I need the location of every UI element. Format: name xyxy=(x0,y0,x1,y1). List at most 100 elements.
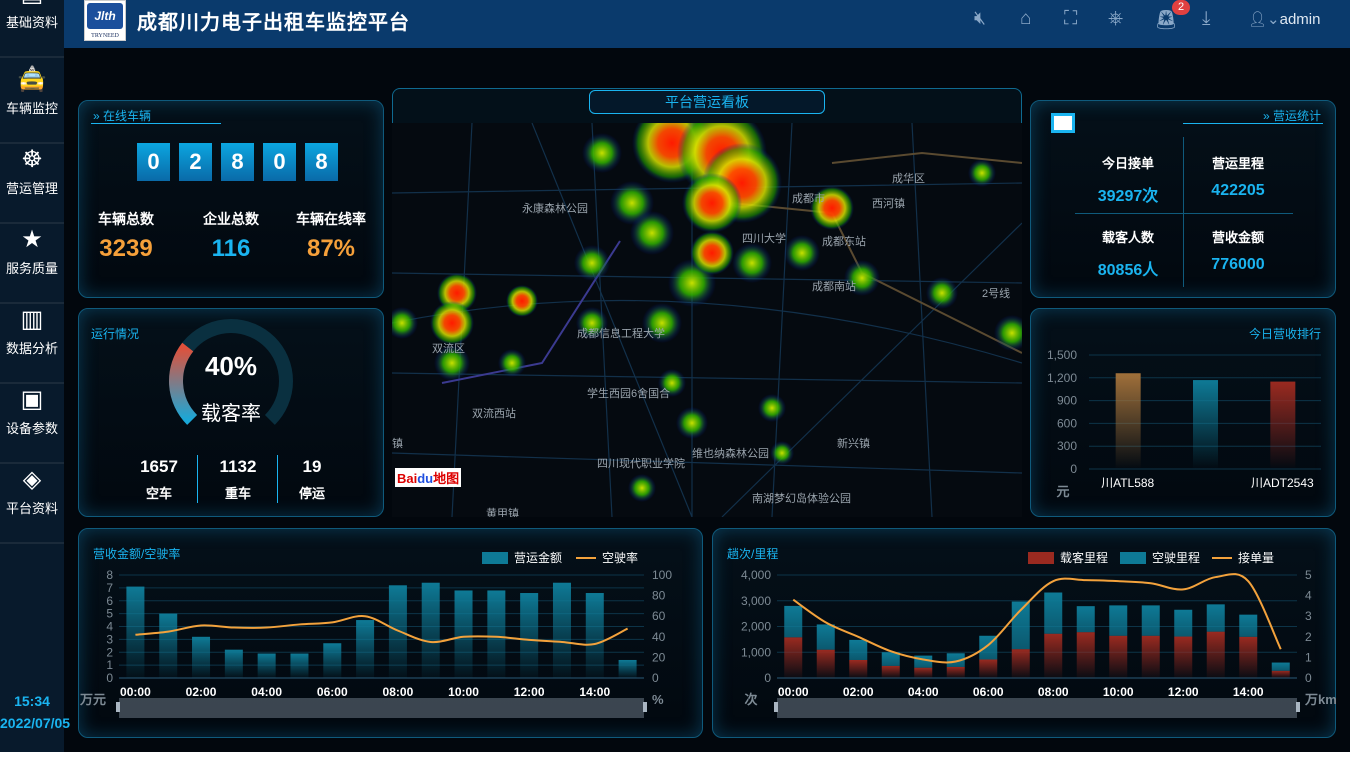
heat-spot xyxy=(810,186,854,230)
y-tick-label: 900 xyxy=(1057,394,1077,408)
x-tick-label: 02:00 xyxy=(843,685,874,699)
y2-tick-label: 3 xyxy=(1305,609,1312,623)
data-zoom-slider xyxy=(119,698,644,718)
y-tick-label: 600 xyxy=(1057,416,1077,430)
y-axis-unit: 元 xyxy=(1056,484,1069,499)
bar xyxy=(356,620,375,678)
sidebar-item-data-analysis[interactable]: ▥ 数据分析 xyxy=(0,306,64,384)
x-tick-label: 00:00 xyxy=(120,685,151,699)
clock-date: 2022/07/05 xyxy=(0,715,71,731)
online-title: 在线车辆 xyxy=(103,109,152,123)
download-icon[interactable]: ⤓ xyxy=(1202,8,1211,29)
y-tick-label: 4,000 xyxy=(741,568,771,582)
slider-handle-left xyxy=(774,702,778,712)
stat-passengers: 载客人数 80856人 xyxy=(1097,230,1159,279)
legend-swatch xyxy=(1028,551,1054,564)
heat-spot xyxy=(498,349,526,377)
y-tick-label: 2,000 xyxy=(741,620,771,634)
x-tick-label: 14:00 xyxy=(579,685,610,699)
bar xyxy=(946,653,965,667)
page-title: 成都川力电子出租车监控平台 xyxy=(137,12,410,34)
legend[interactable]: 载客里程 空驶里程 接单量 xyxy=(1028,549,1274,566)
heatmap-map[interactable]: 永康森林公园 成华区 成都市 四川大学 成都东站 西河镇 成都南站 2号线 成都信息工程大学 双流… xyxy=(392,123,1022,517)
map-label: 双流西站 xyxy=(472,408,516,420)
bar xyxy=(849,639,868,660)
stopped-vehicles: 19 停运 xyxy=(298,457,325,501)
bar xyxy=(979,659,998,678)
bar xyxy=(816,624,835,650)
y-tick-label: 0 xyxy=(106,671,113,685)
baidu-map-logo: Baidu地图 xyxy=(395,468,462,487)
bar xyxy=(1271,662,1290,671)
x-tick-label: 08:00 xyxy=(383,685,414,699)
x-tick-label: 06:00 xyxy=(973,685,1004,699)
map-label: 镇 xyxy=(392,438,403,450)
bar-chart-icon: ▥ xyxy=(20,306,44,333)
y-tick-label: 1,200 xyxy=(1047,371,1077,385)
bar xyxy=(1044,592,1063,634)
line-series xyxy=(135,615,629,646)
y2-tick-label: 4 xyxy=(1305,589,1312,603)
steering-wheel-icon[interactable]: ⎈ xyxy=(1108,8,1124,29)
username: admin xyxy=(1279,11,1321,28)
divider xyxy=(1183,137,1184,287)
heat-spot xyxy=(770,441,794,465)
divider xyxy=(1075,213,1293,214)
bar xyxy=(1174,609,1193,637)
clock: 15:34 2022/07/05 xyxy=(0,690,71,734)
map-label: 四川现代职业学院 xyxy=(597,458,685,470)
y-axis-unit: 万元 xyxy=(79,692,106,707)
sidebar: ▤基础资料 🚖车辆监控 ☸营运管理 ★服务质量 ▥数据分析 ▣设备参数 ◈平台资… xyxy=(0,0,71,752)
digit: 8 xyxy=(221,143,254,181)
legend-line xyxy=(576,556,597,559)
home-icon[interactable]: ⌂ xyxy=(1020,8,1032,29)
sidebar-item-platform-data[interactable]: ◈ 平台资料 xyxy=(0,466,64,544)
y2-tick-label: 0 xyxy=(652,671,659,685)
digit: 0 xyxy=(263,143,296,181)
operation-stats-panel: » 营运统计 今日接单 39297次 营运里程 422205 载客人数 80856人 … xyxy=(1030,100,1336,298)
sidebar-item-device-params[interactable]: ▣ 设备参数 xyxy=(0,386,64,464)
y-axis-unit: 次 xyxy=(744,692,757,707)
layers-icon: ◈ xyxy=(22,466,42,493)
gauge-fill xyxy=(169,342,198,425)
ranking-bar xyxy=(1270,381,1296,469)
stat-revenue: 营收金额 776000 xyxy=(1211,230,1265,273)
sidebar-item-basic-data[interactable]: ▤基础资料 xyxy=(0,0,64,58)
x-tick-label: 04:00 xyxy=(908,685,939,699)
trips-mileage-panel: 趟次/里程 载客里程 空驶里程 接单量 0 1,000 2,000 3,000 4,000 0… xyxy=(712,528,1337,738)
panel-title: 营收金额/空驶率 xyxy=(93,547,181,561)
y-tick-label: 300 xyxy=(1057,439,1077,453)
alarm-icon[interactable]: 🚨︎ xyxy=(1154,10,1179,31)
stat-total-vehicles: 车辆总数 3239 xyxy=(98,211,154,262)
bar xyxy=(1271,670,1290,678)
slider-handle-right xyxy=(643,702,647,712)
heat-spot xyxy=(784,235,820,271)
sidebar-item-operation[interactable]: ☸ 营运管理 xyxy=(0,146,64,224)
fullscreen-icon[interactable]: ⛶ xyxy=(1064,8,1078,29)
map-label: 黄甲镇 xyxy=(486,508,519,517)
sidebar-item-service-quality[interactable]: ★ 服务质量 xyxy=(0,226,64,304)
heat-spot xyxy=(642,303,682,343)
map-canvas xyxy=(392,123,1022,517)
data-zoom-slider xyxy=(777,698,1297,718)
heat-spot xyxy=(994,315,1022,351)
bar xyxy=(1109,635,1128,678)
bar xyxy=(159,613,178,678)
alarm-count-badge: 2 xyxy=(1172,0,1190,15)
divider xyxy=(277,455,278,503)
line-series xyxy=(792,573,1282,664)
heat-spot xyxy=(434,345,470,381)
y2-axis-unit: % xyxy=(652,692,664,707)
sidebar-item-vehicle-monitor[interactable]: 🚖 车辆监控 xyxy=(0,66,64,144)
empty-vehicles: 1657 空车 xyxy=(140,457,178,501)
bar xyxy=(946,666,965,678)
title-underline xyxy=(1183,123,1323,124)
y-tick-label: 2 xyxy=(106,645,113,659)
mute-icon[interactable]: 🔇︎ xyxy=(974,8,986,29)
bar xyxy=(784,605,803,638)
bar xyxy=(192,636,211,678)
heat-spot xyxy=(690,231,734,275)
legend[interactable]: 营运金额 空驶率 xyxy=(482,549,638,566)
user-menu[interactable]: 👤︎⌄admin xyxy=(1248,10,1320,28)
